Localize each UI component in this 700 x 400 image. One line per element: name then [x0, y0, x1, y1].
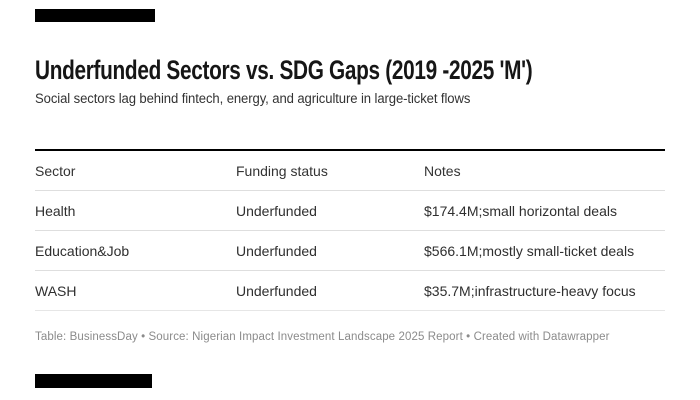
- column-header-sector: Sector: [35, 162, 76, 179]
- table-cell-funding-status: Underfunded: [236, 202, 317, 219]
- table-cell-funding-status: Underfunded: [236, 242, 317, 259]
- chart-subtitle: Social sectors lag behind fintech, energ…: [35, 91, 471, 106]
- table-body: Health Underfunded $174.4M;small horizonta…: [35, 191, 665, 311]
- table-header-row: Sector Funding status Notes: [35, 151, 665, 191]
- table-cell-notes: $35.7M;infrastructure-heavy focus: [424, 282, 636, 299]
- table-cell-sector: Health: [35, 202, 76, 219]
- column-header-funding-status: Funding status: [236, 162, 328, 179]
- table-cell-notes: $174.4M;small horizontal deals: [424, 202, 617, 219]
- table-row: Education&Job Underfunded $566.1M;mostly s…: [35, 231, 665, 271]
- publisher-logo-bar-bottom: [35, 374, 152, 388]
- table-row: WASH Underfunded $35.7M;infrastructure-hea…: [35, 271, 665, 311]
- publisher-logo-bar-top: [35, 9, 155, 22]
- column-header-notes: Notes: [424, 162, 461, 179]
- attribution-footer: Table: BusinessDay • Source: Nigerian Im…: [35, 331, 610, 343]
- chart-title: Underfunded Sectors vs. SDG Gaps (2019 -…: [35, 55, 533, 85]
- table-cell-funding-status: Underfunded: [236, 282, 317, 299]
- table-row: Health Underfunded $174.4M;small horizonta…: [35, 191, 665, 231]
- table-cell-notes: $566.1M;mostly small-ticket deals: [424, 242, 635, 259]
- table-cell-sector: Education&Job: [35, 242, 130, 259]
- table-cell-sector: WASH: [35, 282, 77, 299]
- data-table: Sector Funding status Notes Health Underf…: [35, 149, 665, 311]
